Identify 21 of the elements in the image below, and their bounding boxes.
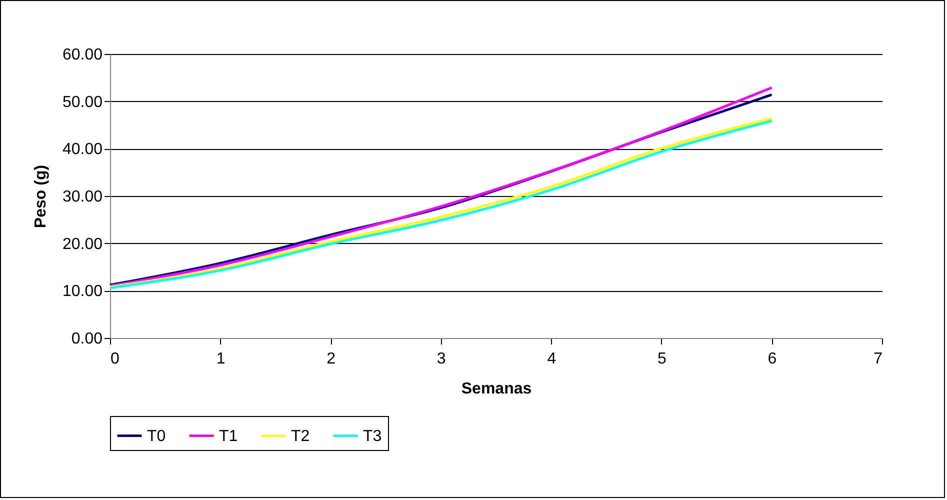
x-tick-label: 3 (436, 350, 446, 368)
x-tick-label: 2 (326, 350, 336, 368)
x-tick-label: 0 (110, 350, 120, 368)
x-tick-label: 1 (216, 350, 226, 368)
y-tick-label: 0.00 (71, 330, 103, 348)
x-tick-label: 4 (547, 350, 556, 368)
legend-label: T2 (291, 428, 310, 445)
x-tick-label: 6 (768, 350, 777, 368)
y-tick-label: 40.00 (62, 141, 103, 158)
y-tick-label: 50.00 (62, 94, 103, 111)
y-axis-title: Peso (g) (32, 164, 50, 228)
x-axis-title: Semanas (461, 380, 532, 398)
x-tick-label: 5 (657, 350, 666, 368)
legend-label: T1 (219, 428, 238, 445)
y-tick-label: 20.00 (62, 236, 103, 253)
y-tick-label: 30.00 (62, 188, 103, 206)
legend-label: T0 (147, 428, 166, 445)
x-tick-label: 7 (874, 350, 883, 368)
y-tick-label: 10.00 (62, 283, 103, 300)
legend-label: T3 (363, 428, 382, 445)
y-tick-label: 60.00 (62, 46, 103, 64)
